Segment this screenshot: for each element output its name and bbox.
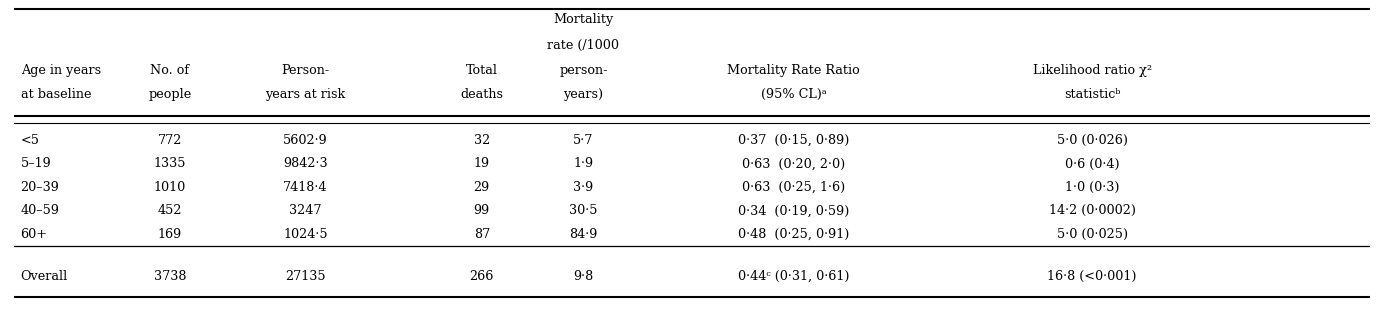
Text: 0·63  (0·20, 2·0): 0·63 (0·20, 2·0) (742, 158, 846, 170)
Text: (95% CL)ᵃ: (95% CL)ᵃ (761, 88, 826, 101)
Text: 3·9: 3·9 (573, 181, 594, 194)
Text: 1·0 (0·3): 1·0 (0·3) (1064, 181, 1120, 194)
Text: 5·0 (0·025): 5·0 (0·025) (1056, 228, 1128, 241)
Text: Person-: Person- (281, 64, 329, 77)
Text: 7418·4: 7418·4 (284, 181, 328, 194)
Text: 60+: 60+ (21, 228, 47, 241)
Text: 0·34  (0·19, 0·59): 0·34 (0·19, 0·59) (738, 204, 850, 217)
Text: Likelihood ratio χ²: Likelihood ratio χ² (1032, 64, 1151, 77)
Text: 87: 87 (473, 228, 490, 241)
Text: deaths: deaths (461, 88, 504, 101)
Text: 20–39: 20–39 (21, 181, 60, 194)
Text: 14·2 (0·0002): 14·2 (0·0002) (1049, 204, 1136, 217)
Text: statisticᵇ: statisticᵇ (1064, 88, 1121, 101)
Text: 1335: 1335 (154, 158, 185, 170)
Text: 0·63  (0·25, 1·6): 0·63 (0·25, 1·6) (742, 181, 846, 194)
Text: 0·48  (0·25, 0·91): 0·48 (0·25, 0·91) (738, 228, 850, 241)
Text: Total: Total (466, 64, 498, 77)
Text: 169: 169 (158, 228, 181, 241)
Text: 84·9: 84·9 (569, 228, 598, 241)
Text: 0·37  (0·15, 0·89): 0·37 (0·15, 0·89) (738, 134, 850, 147)
Text: 1010: 1010 (154, 181, 185, 194)
Text: person-: person- (559, 64, 608, 77)
Text: No. of: No. of (151, 64, 190, 77)
Text: 3738: 3738 (154, 270, 185, 283)
Text: 99: 99 (473, 204, 490, 217)
Text: 0·6 (0·4): 0·6 (0·4) (1064, 158, 1120, 170)
Text: Mortality Rate Ratio: Mortality Rate Ratio (728, 64, 859, 77)
Text: Overall: Overall (21, 270, 68, 283)
Text: 0·44ᶜ (0·31, 0·61): 0·44ᶜ (0·31, 0·61) (738, 270, 850, 283)
Text: 1·9: 1·9 (573, 158, 594, 170)
Text: 5·0 (0·026): 5·0 (0·026) (1056, 134, 1128, 147)
Text: 9·8: 9·8 (573, 270, 594, 283)
Text: Age in years: Age in years (21, 64, 101, 77)
Text: 266: 266 (469, 270, 494, 283)
Text: 5·7: 5·7 (573, 134, 594, 147)
Text: 5602·9: 5602·9 (284, 134, 328, 147)
Text: people: people (148, 88, 191, 101)
Text: 29: 29 (473, 181, 490, 194)
Text: 16·8 (<0·001): 16·8 (<0·001) (1048, 270, 1136, 283)
Text: 40–59: 40–59 (21, 204, 60, 217)
Text: 452: 452 (158, 204, 183, 217)
Text: 19: 19 (473, 158, 490, 170)
Text: 1024·5: 1024·5 (284, 228, 328, 241)
Text: Mortality: Mortality (554, 13, 613, 26)
Text: rate (/1000: rate (/1000 (548, 39, 620, 52)
Text: 5–19: 5–19 (21, 158, 51, 170)
Text: 3247: 3247 (289, 204, 321, 217)
Text: 32: 32 (473, 134, 490, 147)
Text: 27135: 27135 (285, 270, 325, 283)
Text: years at risk: years at risk (266, 88, 346, 101)
Text: at baseline: at baseline (21, 88, 91, 101)
Text: years): years) (563, 88, 603, 101)
Text: <5: <5 (21, 134, 40, 147)
Text: 30·5: 30·5 (569, 204, 598, 217)
Text: 9842·3: 9842·3 (284, 158, 328, 170)
Text: 772: 772 (158, 134, 183, 147)
